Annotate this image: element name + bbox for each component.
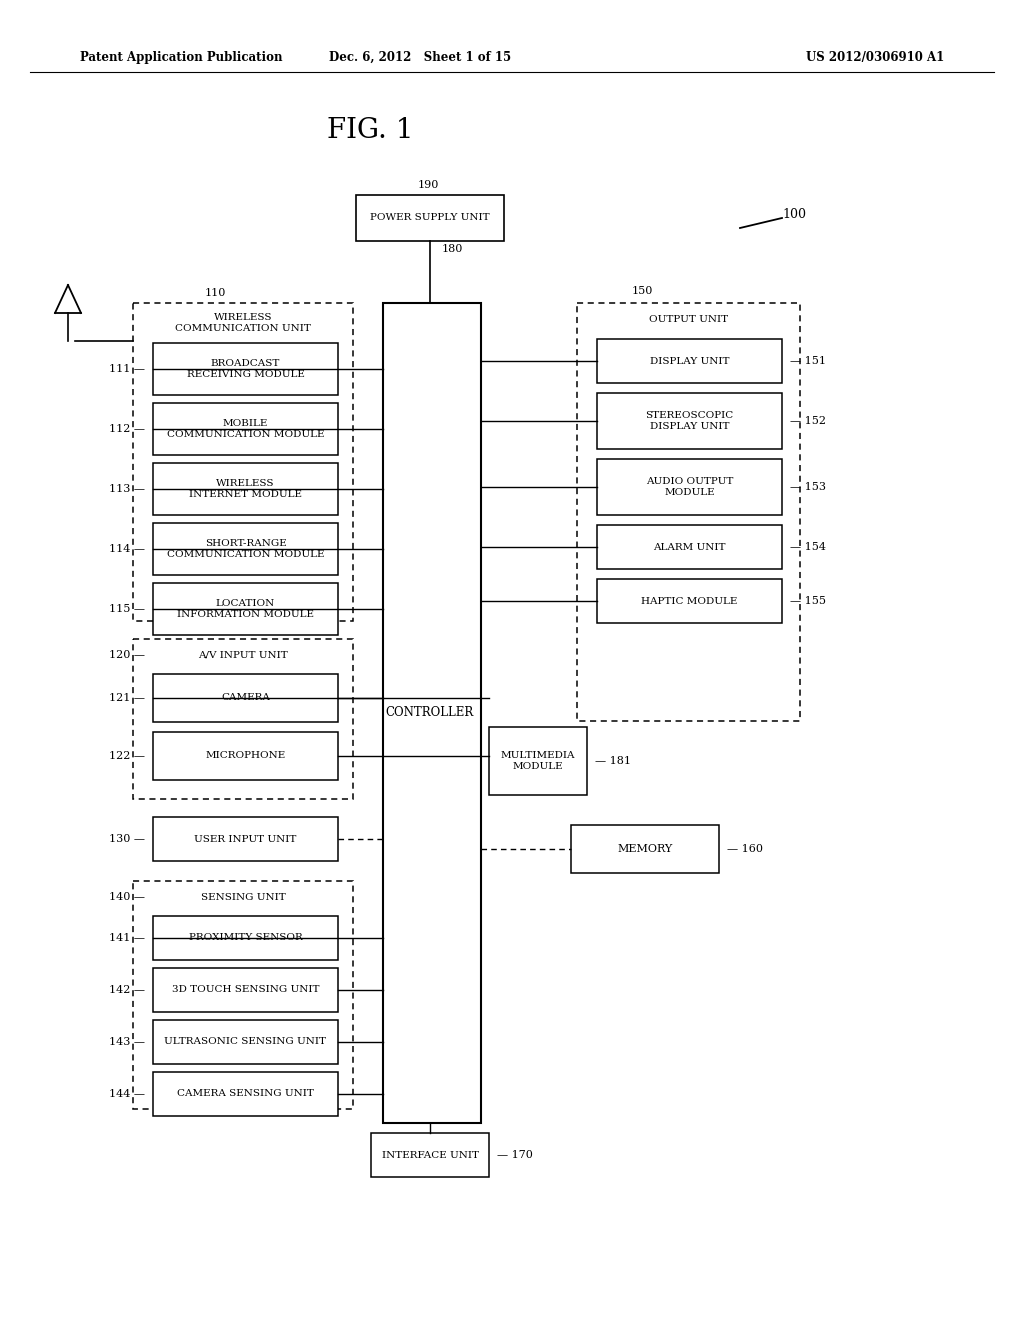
Text: SHORT-RANGE
COMMUNICATION MODULE: SHORT-RANGE COMMUNICATION MODULE (167, 540, 325, 558)
Text: BROADCAST
RECEIVING MODULE: BROADCAST RECEIVING MODULE (186, 359, 304, 379)
Text: 3D TOUCH SENSING UNIT: 3D TOUCH SENSING UNIT (172, 986, 319, 994)
Bar (133, 304, 353, 620)
Bar (153, 817, 338, 861)
Text: HAPTIC MODULE: HAPTIC MODULE (641, 597, 737, 606)
Text: WIRELESS
COMMUNICATION UNIT: WIRELESS COMMUNICATION UNIT (175, 313, 311, 333)
Bar (133, 639, 353, 799)
Text: — 155: — 155 (790, 597, 826, 606)
Text: MEMORY: MEMORY (617, 843, 673, 854)
Text: MICROPHONE: MICROPHONE (206, 751, 286, 760)
Text: 190: 190 (418, 180, 438, 190)
Text: USER INPUT UNIT: USER INPUT UNIT (195, 834, 297, 843)
Text: STEREOSCOPIC
DISPLAY UNIT: STEREOSCOPIC DISPLAY UNIT (645, 412, 733, 430)
Bar (153, 968, 338, 1012)
Text: 180: 180 (442, 244, 464, 253)
Text: OUTPUT UNIT: OUTPUT UNIT (649, 314, 728, 323)
Text: — 181: — 181 (595, 756, 631, 766)
Text: FIG. 1: FIG. 1 (327, 116, 414, 144)
Text: MULTIMEDIA
MODULE: MULTIMEDIA MODULE (501, 751, 575, 771)
Bar (597, 339, 782, 383)
Text: SENSING UNIT: SENSING UNIT (201, 892, 286, 902)
Text: 111 —: 111 — (109, 364, 145, 374)
Text: — 170: — 170 (497, 1150, 532, 1160)
Text: A/V INPUT UNIT: A/V INPUT UNIT (198, 651, 288, 660)
Bar (153, 916, 338, 960)
Bar (153, 675, 338, 722)
Text: 100: 100 (782, 209, 806, 222)
Text: PROXIMITY SENSOR: PROXIMITY SENSOR (188, 933, 302, 942)
Text: DISPLAY UNIT: DISPLAY UNIT (650, 356, 729, 366)
Bar (597, 459, 782, 515)
Bar (597, 393, 782, 449)
Text: CONTROLLER: CONTROLLER (386, 706, 474, 719)
Bar (153, 733, 338, 780)
Bar (153, 523, 338, 576)
Text: 150: 150 (632, 286, 653, 296)
Text: 112 —: 112 — (109, 424, 145, 434)
Text: 144 —: 144 — (109, 1089, 145, 1100)
Bar (489, 727, 587, 795)
Bar (133, 880, 353, 1109)
Text: 142 —: 142 — (109, 985, 145, 995)
Text: Dec. 6, 2012   Sheet 1 of 15: Dec. 6, 2012 Sheet 1 of 15 (329, 50, 511, 63)
Text: POWER SUPPLY UNIT: POWER SUPPLY UNIT (371, 214, 489, 223)
Text: — 151: — 151 (790, 356, 826, 366)
Text: INTERFACE UNIT: INTERFACE UNIT (382, 1151, 478, 1159)
Text: 141 —: 141 — (109, 933, 145, 942)
Text: 114 —: 114 — (109, 544, 145, 554)
Bar (153, 583, 338, 635)
Text: WIRELESS
INTERNET MODULE: WIRELESS INTERNET MODULE (189, 479, 302, 499)
Bar (571, 825, 719, 873)
Text: 110: 110 (205, 288, 225, 298)
Text: — 153: — 153 (790, 482, 826, 492)
Text: AUDIO OUTPUT
MODULE: AUDIO OUTPUT MODULE (646, 478, 733, 496)
Bar (577, 304, 800, 721)
Text: 143 —: 143 — (109, 1038, 145, 1047)
Text: MOBILE
COMMUNICATION MODULE: MOBILE COMMUNICATION MODULE (167, 420, 325, 438)
Text: — 154: — 154 (790, 543, 826, 552)
Bar (371, 1133, 489, 1177)
Text: 122 —: 122 — (109, 751, 145, 762)
Text: 120 —: 120 — (109, 649, 145, 660)
Bar (597, 525, 782, 569)
Text: — 152: — 152 (790, 416, 826, 426)
Text: ULTRASONIC SENSING UNIT: ULTRASONIC SENSING UNIT (165, 1038, 327, 1047)
Text: LOCATION
INFORMATION MODULE: LOCATION INFORMATION MODULE (177, 599, 314, 619)
Text: US 2012/0306910 A1: US 2012/0306910 A1 (806, 50, 944, 63)
Text: CAMERA SENSING UNIT: CAMERA SENSING UNIT (177, 1089, 314, 1098)
Text: Patent Application Publication: Patent Application Publication (80, 50, 283, 63)
Text: 140 —: 140 — (109, 892, 145, 902)
Bar (153, 403, 338, 455)
Bar (597, 579, 782, 623)
Text: 115 —: 115 — (109, 605, 145, 614)
Text: — 160: — 160 (727, 843, 763, 854)
Bar (153, 463, 338, 515)
Bar (153, 343, 338, 395)
Text: ALARM UNIT: ALARM UNIT (653, 543, 726, 552)
Text: CAMERA: CAMERA (221, 693, 270, 702)
Bar (153, 1072, 338, 1115)
Bar (153, 1020, 338, 1064)
Text: 121 —: 121 — (109, 693, 145, 704)
Text: 130 —: 130 — (109, 834, 145, 843)
Text: 113 —: 113 — (109, 484, 145, 494)
Bar (383, 304, 481, 1123)
Bar (356, 195, 504, 242)
